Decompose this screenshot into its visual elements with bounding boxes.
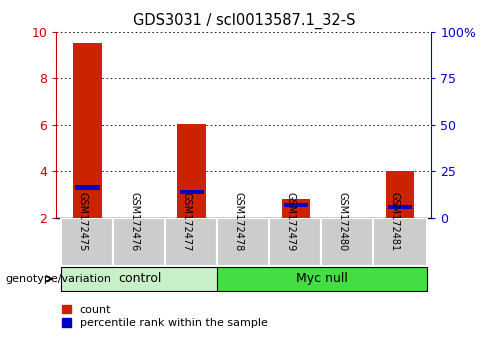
Text: GSM172475: GSM172475 (77, 192, 88, 251)
Bar (284, 203, 308, 207)
Bar (177, 124, 206, 218)
Title: GDS3031 / scl0013587.1_32-S: GDS3031 / scl0013587.1_32-S (132, 13, 355, 29)
Bar (321, 218, 375, 266)
Bar (179, 190, 204, 194)
Bar (373, 218, 427, 266)
Text: GSM172478: GSM172478 (234, 192, 244, 251)
Text: genotype/variation: genotype/variation (5, 274, 111, 284)
Text: GSM172479: GSM172479 (286, 192, 296, 251)
Bar (269, 218, 322, 266)
Bar (74, 44, 102, 218)
Bar (61, 267, 219, 291)
Text: control: control (118, 272, 161, 285)
Bar (75, 185, 100, 190)
Bar (388, 205, 412, 209)
Bar (61, 218, 114, 266)
Text: GSM172481: GSM172481 (390, 192, 400, 251)
Bar (282, 199, 310, 218)
Bar (386, 171, 414, 218)
Text: GSM172477: GSM172477 (182, 192, 192, 251)
Bar (113, 218, 167, 266)
Legend: count, percentile rank within the sample: count, percentile rank within the sample (62, 305, 268, 328)
Text: GSM172480: GSM172480 (338, 192, 348, 251)
Bar (165, 218, 219, 266)
Bar (217, 267, 427, 291)
Text: Myc null: Myc null (296, 272, 348, 285)
Bar (217, 218, 270, 266)
Text: GSM172476: GSM172476 (130, 192, 140, 251)
